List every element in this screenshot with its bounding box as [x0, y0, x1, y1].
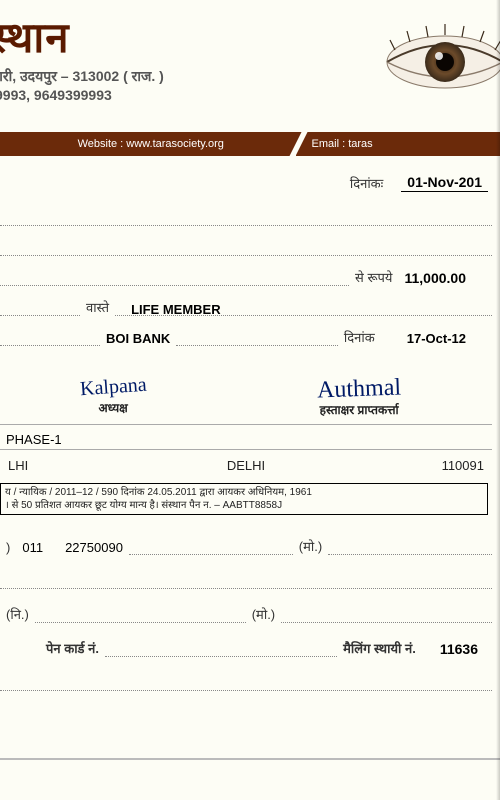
- contact-block: ) 011 22750090 (मो.) (नि.) (मो.) पेन कार…: [0, 523, 492, 693]
- legal-notice-box: य / न्यायिक / 2011–12 / 590 दिनांक 24.05…: [0, 483, 488, 515]
- page-edge: [0, 758, 500, 760]
- ni-label: (नि.): [0, 605, 35, 623]
- mobile-label-2: (मो.): [246, 605, 281, 623]
- blank-row-4: [0, 659, 492, 693]
- blank-row-3: [0, 557, 492, 591]
- signature-right: Authmal हस्ताक्षर प्राप्तकर्त्ता: [241, 376, 477, 418]
- legal-line-1: य / न्यायिक / 2011–12 / 590 दिनांक 24.05…: [5, 486, 483, 499]
- letterhead-header: स्थान गरी, उदयपुर – 313002 ( राज. ) 9993…: [0, 0, 500, 120]
- amount-label: से रूपये: [349, 268, 398, 286]
- bank-date-value: 17-Oct-12: [401, 331, 472, 346]
- signature-row: Kalpana अध्यक्ष Authmal हस्ताक्षर प्राप्…: [0, 376, 492, 418]
- date-row: दिनांकः 01-Nov-201: [0, 166, 492, 198]
- email-label: Email : taras: [296, 132, 500, 156]
- bank-date-label: दिनांक: [338, 328, 381, 346]
- phone-prefix: ): [0, 540, 16, 555]
- purpose-row: वास्ते LIFE MEMBER: [0, 288, 492, 318]
- pan-label: पेन कार्ड नं.: [40, 639, 105, 657]
- date-value: 01-Nov-201: [401, 174, 488, 192]
- website-label: Website : www.tarasociety.org: [0, 132, 302, 156]
- phone-num: 22750090: [59, 540, 129, 555]
- mailing-label: मैलिंग स्थायी नं.: [337, 639, 422, 657]
- amount-row: से रूपये 11,000.00: [0, 258, 492, 288]
- phone-std: 011: [16, 540, 49, 555]
- blank-row-2: [0, 228, 492, 258]
- purpose-value: LIFE MEMBER: [125, 302, 227, 317]
- addr-phase: PHASE-1: [0, 432, 68, 447]
- blank-row-1: [0, 198, 492, 228]
- legal-line-2: । से 50 प्रतिशत आयकर छूट योग्य मान्य है।…: [5, 499, 483, 512]
- mobile-label-1: (मो.): [293, 537, 328, 555]
- amount-value: 11,000.00: [398, 270, 472, 286]
- bank-row: BOI BANK दिनांक 17-Oct-12: [0, 318, 492, 348]
- date-label: दिनांकः: [344, 174, 389, 192]
- website-banner: Website : www.tarasociety.org Email : ta…: [0, 132, 500, 156]
- addr-city-mid: DELHI: [165, 456, 326, 475]
- receipt-form: दिनांकः 01-Nov-201 से रूपये 11,000.00 वा…: [0, 156, 500, 693]
- address-block: PHASE-1 LHI DELHI 110091: [0, 424, 492, 481]
- eye-logo: [360, 20, 500, 100]
- signature-left: Kalpana अध्यक्ष: [15, 376, 212, 418]
- page-shadow: [496, 0, 500, 800]
- addr-pin: 110091: [327, 456, 488, 475]
- eye-icon: [360, 20, 500, 100]
- purpose-label: वास्ते: [80, 298, 115, 316]
- mailing-value: 11636: [434, 641, 484, 657]
- addr-city-left: LHI: [4, 456, 165, 475]
- bank-value: BOI BANK: [100, 331, 176, 346]
